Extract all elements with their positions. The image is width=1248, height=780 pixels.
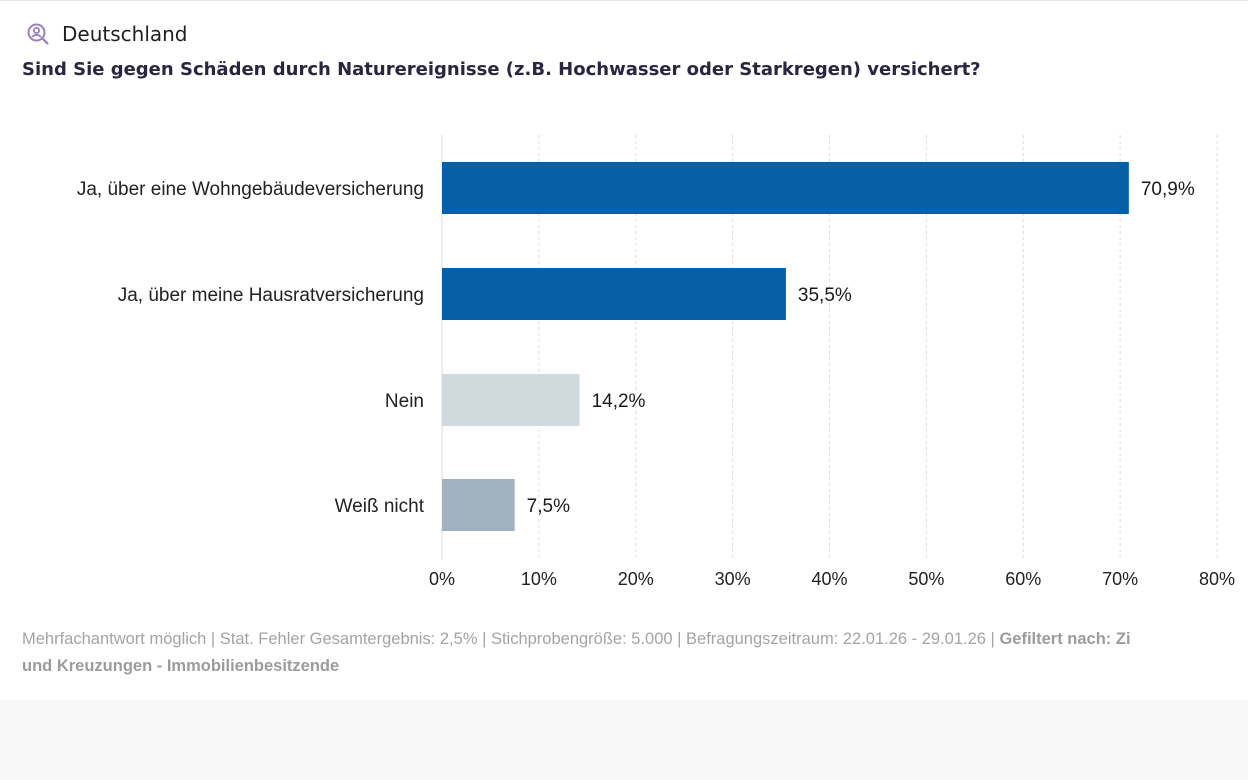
x-tick-label: 60%	[1005, 569, 1041, 589]
category-label: Ja, über eine Wohngebäudeversicherung	[77, 179, 424, 200]
category-label: Weiß nicht	[335, 496, 425, 517]
x-tick-label: 40%	[811, 569, 847, 589]
x-tick-label: 80%	[1199, 569, 1235, 589]
region-header: Deutschland	[26, 22, 188, 46]
value-label: 7,5%	[527, 496, 570, 517]
x-tick-label: 0%	[429, 569, 455, 589]
footnote-filter: Gefiltert nach: Zi	[999, 630, 1131, 648]
chart-title: Sind Sie gegen Schäden durch Naturereign…	[22, 59, 981, 80]
bar	[442, 162, 1129, 214]
bar	[442, 479, 515, 531]
bar	[442, 268, 786, 320]
value-label: 35,5%	[798, 285, 852, 306]
x-tick-label: 50%	[908, 569, 944, 589]
top-divider	[0, 0, 1248, 1]
x-tick-label: 70%	[1102, 569, 1138, 589]
x-tick-label: 10%	[521, 569, 557, 589]
footnote-filter-cont: und Kreuzungen - Immobilienbesitzende	[22, 657, 340, 675]
region-label: Deutschland	[62, 22, 188, 46]
chart-footnote: Mehrfachantwort möglich | Stat. Fehler G…	[22, 626, 1248, 680]
value-label: 14,2%	[592, 391, 646, 412]
category-label: Nein	[385, 391, 424, 412]
footnote-meta: Mehrfachantwort möglich | Stat. Fehler G…	[22, 630, 1000, 648]
person-search-icon	[27, 23, 49, 45]
bottom-panel	[0, 700, 1248, 780]
bar	[442, 374, 580, 426]
bar-chart: 0% 10% 20% 30% 40% 50% 60% 70% 80% Ja, über eine …	[77, 135, 1235, 589]
value-label: 70,9%	[1141, 179, 1195, 200]
category-label: Ja, über meine Hausratversicherung	[118, 285, 424, 306]
x-tick-label: 20%	[618, 569, 654, 589]
x-tick-label: 30%	[715, 569, 751, 589]
